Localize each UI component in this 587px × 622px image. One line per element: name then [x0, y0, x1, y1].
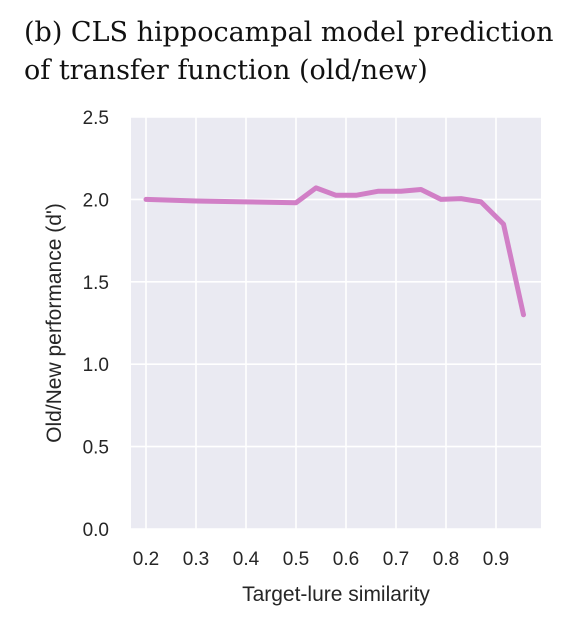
x-axis-label: Target-lure similarity	[242, 583, 430, 606]
y-tick-label: 1.5	[83, 273, 109, 294]
plot-area	[131, 117, 541, 529]
x-tick-label: 0.4	[233, 549, 260, 570]
y-axis-label: Old/New performance (d')	[43, 203, 66, 443]
chart-title: (b) CLS hippocampal model prediction of …	[24, 14, 584, 90]
x-tick-label: 0.7	[383, 549, 409, 570]
chart-title-line-1: (b) CLS hippocampal model prediction	[24, 17, 554, 48]
chart-title-line-2: of transfer function (old/new)	[24, 55, 428, 86]
x-tick-labels: 0.2 0.3 0.4 0.5 0.6 0.7 0.8 0.9	[133, 549, 509, 570]
series-lines	[143, 185, 526, 318]
x-tick-label: 0.6	[333, 549, 359, 570]
series-line	[143, 185, 526, 318]
x-tick-label: 0.9	[483, 549, 509, 570]
y-tick-label: 1.0	[83, 355, 109, 376]
y-tick-label: 0.5	[83, 438, 109, 459]
y-tick-label: 2.0	[83, 190, 109, 211]
y-tick-label: 2.5	[83, 108, 109, 129]
x-tick-label: 0.2	[133, 549, 159, 570]
x-tick-label: 0.8	[433, 549, 459, 570]
y-tick-label: 0.0	[83, 520, 109, 541]
y-tick-labels: 0.0 0.5 1.0 1.5 2.0 2.5	[83, 108, 109, 541]
x-tick-label: 0.5	[283, 549, 309, 570]
x-tick-label: 0.3	[183, 549, 209, 570]
